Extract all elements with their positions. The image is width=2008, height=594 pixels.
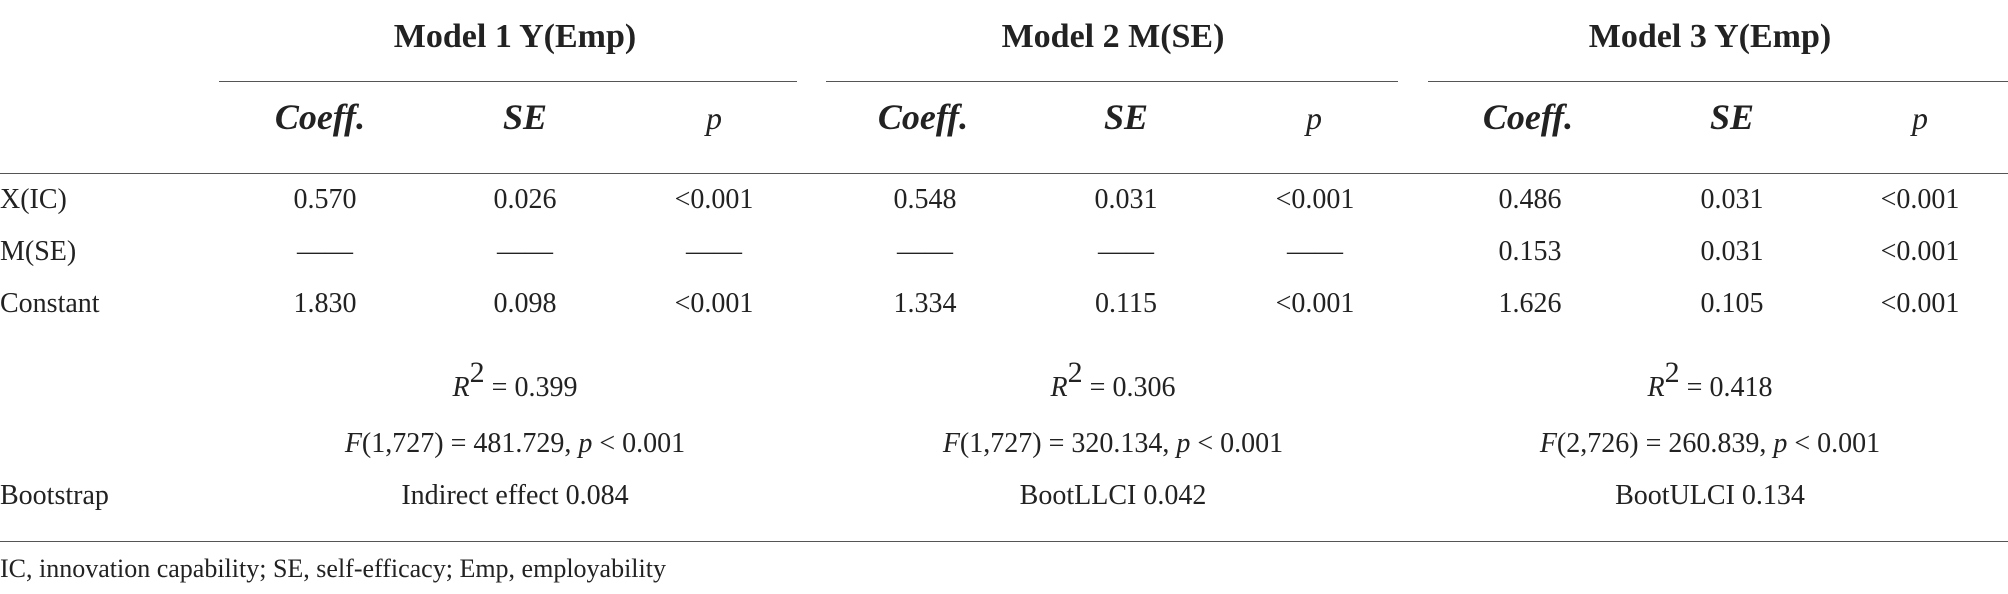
table-cell: 1.626 bbox=[1498, 288, 1562, 319]
table-cell: <0.001 bbox=[1880, 236, 1960, 267]
col-header-p-3: p bbox=[1912, 100, 1928, 136]
table-cell: —— bbox=[297, 236, 353, 267]
col-header-p-2: p bbox=[1306, 100, 1322, 136]
table-cell: 0.570 bbox=[293, 184, 357, 215]
table-cell: 0.026 bbox=[493, 184, 557, 215]
table-cell: 0.153 bbox=[1498, 236, 1562, 267]
table-cell: 0.031 bbox=[1700, 236, 1764, 267]
table-cell: 0.105 bbox=[1700, 288, 1764, 319]
model-2-rule bbox=[826, 81, 1398, 82]
col-header-coeff-3: Coeff. bbox=[1482, 97, 1574, 137]
model-3-r-squared: R2 = 0.418 bbox=[1647, 356, 1773, 404]
table-cell: 0.486 bbox=[1498, 184, 1562, 215]
table-cell: <0.001 bbox=[1880, 288, 1960, 319]
table-cell: —— bbox=[686, 236, 742, 267]
model-3-rule bbox=[1428, 81, 2008, 82]
table-cell: <0.001 bbox=[674, 184, 754, 215]
model-1-r-squared: R2 = 0.399 bbox=[452, 356, 578, 404]
table-cell: 0.115 bbox=[1095, 288, 1157, 319]
model-3-f-statistic: F(2,726) = 260.839, p < 0.001 bbox=[1539, 428, 1881, 459]
col-header-p-1: p bbox=[706, 100, 722, 136]
table-cell: <0.001 bbox=[1275, 288, 1355, 319]
col-header-se-2: SE bbox=[1103, 97, 1149, 137]
table-cell: —— bbox=[1098, 236, 1154, 267]
row-label-xic: X(IC) bbox=[0, 184, 67, 215]
table-cell: —— bbox=[897, 236, 953, 267]
model-1-title: Model 1 Y(Emp) bbox=[393, 18, 637, 55]
model-2-r-squared: R2 = 0.306 bbox=[1050, 356, 1176, 404]
model-1-rule bbox=[219, 81, 797, 82]
bootstrap-llci: BootLLCI 0.042 bbox=[1019, 480, 1207, 511]
table-cell: 0.031 bbox=[1700, 184, 1764, 215]
col-header-se-1: SE bbox=[502, 97, 548, 137]
table-cell: 0.098 bbox=[493, 288, 557, 319]
bootstrap-ulci: BootULCI 0.134 bbox=[1615, 480, 1805, 511]
row-label-bootstrap: Bootstrap bbox=[0, 480, 109, 511]
table-cell: <0.001 bbox=[1880, 184, 1960, 215]
table-cell: 1.830 bbox=[293, 288, 357, 319]
table-cell: —— bbox=[1287, 236, 1343, 267]
col-header-coeff-1: Coeff. bbox=[274, 97, 366, 137]
bottom-rule bbox=[0, 541, 2008, 542]
bootstrap-indirect-effect: Indirect effect 0.084 bbox=[401, 480, 629, 511]
col-header-coeff-2: Coeff. bbox=[877, 97, 969, 137]
table-cell: <0.001 bbox=[674, 288, 754, 319]
row-label-constant: Constant bbox=[0, 288, 100, 319]
table-cell: <0.001 bbox=[1275, 184, 1355, 215]
model-2-f-statistic: F(1,727) = 320.134, p < 0.001 bbox=[942, 428, 1284, 459]
table-cell: 0.031 bbox=[1094, 184, 1158, 215]
model-2-title: Model 2 M(SE) bbox=[1001, 18, 1225, 55]
table-cell: —— bbox=[497, 236, 553, 267]
header-rule bbox=[0, 173, 2008, 174]
row-label-mse: M(SE) bbox=[0, 236, 77, 267]
table-cell: 1.334 bbox=[893, 288, 957, 319]
model-1-f-statistic: F(1,727) = 481.729, p < 0.001 bbox=[344, 428, 686, 459]
table-footnote: IC, innovation capability; SE, self-effi… bbox=[0, 554, 666, 583]
model-3-title: Model 3 Y(Emp) bbox=[1588, 18, 1832, 55]
col-header-se-3: SE bbox=[1709, 97, 1755, 137]
table-cell: 0.548 bbox=[893, 184, 957, 215]
